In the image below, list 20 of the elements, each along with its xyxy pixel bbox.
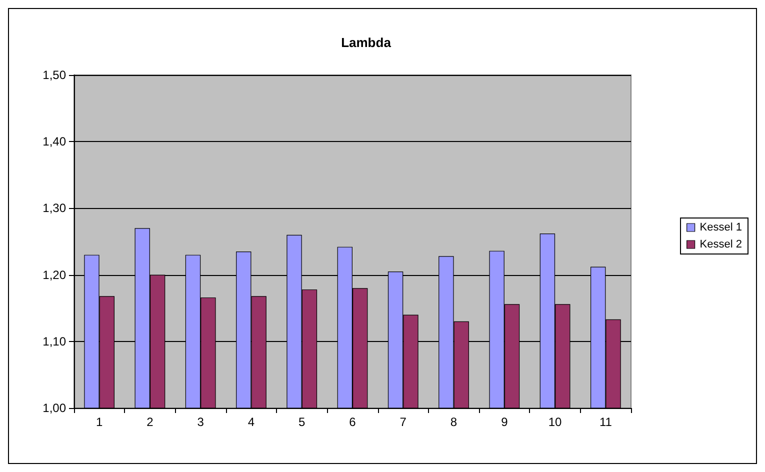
x-tick-label: 11	[599, 415, 612, 429]
x-tick-label: 10	[548, 415, 562, 429]
x-tick-label: 4	[248, 415, 255, 429]
legend-label: Kessel 1	[700, 222, 742, 234]
x-tick-label: 1	[96, 415, 103, 429]
y-tick-label: 1,00	[42, 401, 66, 415]
x-tick-label: 2	[146, 415, 154, 429]
y-tick-label: 1,30	[42, 201, 66, 216]
x-tick-label: 7	[400, 415, 407, 429]
legend-label: Kessel 2	[700, 238, 742, 250]
x-tick-label: 6	[349, 415, 356, 429]
x-tick-label: 3	[197, 415, 204, 429]
x-tick-label: 5	[298, 415, 306, 429]
chart-title: Lambda	[341, 35, 392, 50]
y-tick-label: 1,40	[42, 134, 66, 149]
x-tick-label: 9	[501, 415, 508, 429]
x-tick-label: 8	[450, 415, 458, 429]
y-tick-label: 1,20	[42, 268, 66, 282]
y-tick-label: 1,10	[42, 334, 66, 348]
y-tick-label: 1,50	[42, 68, 66, 82]
